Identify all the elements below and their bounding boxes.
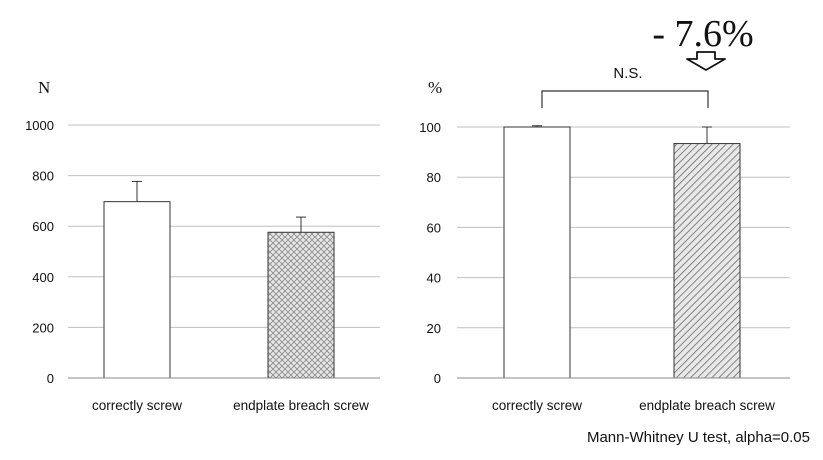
significance-bracket bbox=[541, 90, 709, 108]
right-tick-label: 20 bbox=[427, 321, 441, 336]
left-tick-label: 800 bbox=[32, 169, 54, 184]
chart-left: N 0 200 400 600 800 1000 correctly screw endp… bbox=[25, 78, 380, 413]
right-bar bbox=[503, 126, 571, 379]
left-category-label: endplate breach screw bbox=[233, 398, 369, 413]
right-ylabel: % bbox=[428, 78, 442, 97]
left-tick-label: 600 bbox=[32, 219, 54, 234]
right-category-label: correctly screw bbox=[492, 398, 582, 413]
left-ylabel: N bbox=[38, 78, 50, 97]
footnote: Mann-Whitney U test, alpha=0.05 bbox=[587, 429, 810, 446]
right-tick-label: 40 bbox=[427, 271, 441, 286]
left-bars bbox=[103, 180, 335, 379]
right-ticks: 0 20 40 60 80 100 bbox=[419, 120, 441, 386]
right-tick-label: 100 bbox=[419, 120, 441, 135]
right-tick-label: 60 bbox=[427, 220, 441, 235]
right-tick-label: 80 bbox=[427, 170, 441, 185]
left-bar bbox=[103, 201, 171, 379]
right-bars bbox=[503, 125, 741, 379]
difference-label: - 7.6% bbox=[652, 13, 753, 55]
right-tick-label: 0 bbox=[434, 371, 441, 386]
left-ticks: 0 200 400 600 800 1000 bbox=[25, 118, 54, 386]
left-category-label: correctly screw bbox=[92, 398, 182, 413]
left-tick-label: 0 bbox=[47, 371, 54, 386]
left-tick-label: 1000 bbox=[25, 118, 54, 133]
left-tick-label: 200 bbox=[32, 320, 54, 335]
down-arrow-icon bbox=[686, 51, 726, 71]
left-bar bbox=[267, 231, 335, 379]
right-category-label: endplate breach screw bbox=[639, 398, 775, 413]
left-tick-label: 400 bbox=[32, 270, 54, 285]
chart-right: % 0 20 40 60 80 100 correctly screw endplate … bbox=[419, 13, 790, 413]
right-bar bbox=[673, 143, 741, 379]
significance-label: N.S. bbox=[613, 65, 642, 82]
